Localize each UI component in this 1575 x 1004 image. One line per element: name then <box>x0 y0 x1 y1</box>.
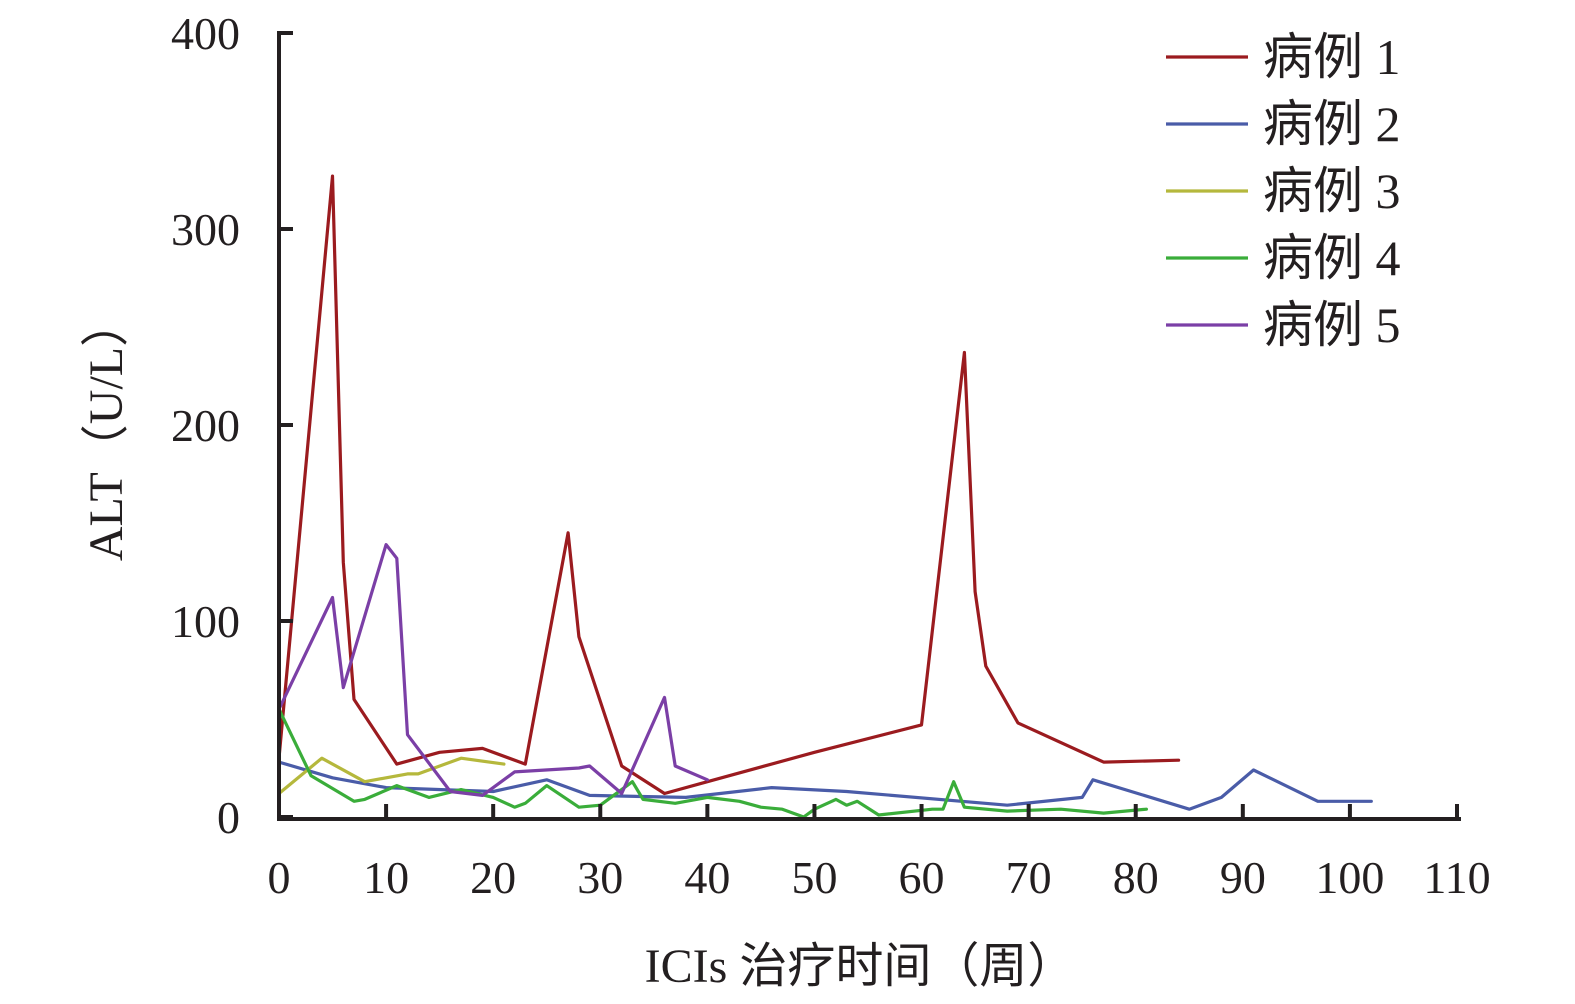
x-tick-label: 50 <box>791 852 837 903</box>
y-tick-label: 300 <box>171 204 240 255</box>
x-tick-label: 10 <box>363 852 409 903</box>
x-axis-title: ICIs 治疗时间（周） <box>645 940 1076 993</box>
x-ticks: 0 10 20 30 40 50 60 70 80 90 100 110 <box>268 804 1491 903</box>
legend-label-case-2: 病例 2 <box>1263 96 1401 152</box>
legend-label-case-3: 病例 3 <box>1263 163 1401 219</box>
x-tick-label: 60 <box>899 852 945 903</box>
x-tick-label: 0 <box>268 852 291 903</box>
x-tick-label: 70 <box>1006 852 1052 903</box>
x-tick-label: 110 <box>1423 852 1490 903</box>
series-line-case-3 <box>277 756 506 796</box>
series-line-case-2 <box>277 760 1373 811</box>
y-tick-label: 200 <box>171 400 240 451</box>
y-tick-label: 0 <box>217 792 240 843</box>
x-tick-label: 30 <box>577 852 623 903</box>
x-tick-label: 80 <box>1113 852 1159 903</box>
series-layer <box>277 174 1373 819</box>
x-tick-label: 40 <box>684 852 730 903</box>
legend-label-case-1: 病例 1 <box>1263 29 1401 85</box>
y-ticks: 0 100 200 300 400 <box>171 8 293 843</box>
y-tick-label: 400 <box>171 8 240 59</box>
legend: 病例 1 病例 2 病例 3 病例 4 病例 5 <box>1166 29 1401 353</box>
x-tick-label: 100 <box>1315 852 1384 903</box>
x-tick-label: 20 <box>470 852 516 903</box>
series-line-case-1 <box>277 174 1181 796</box>
legend-label-case-4: 病例 4 <box>1263 230 1401 286</box>
series-line-case-4 <box>277 707 1149 819</box>
x-tick-label: 90 <box>1220 852 1266 903</box>
series-line-case-5 <box>277 542 710 798</box>
y-axis-title: ALT（U/L） <box>80 299 133 561</box>
legend-label-case-5: 病例 5 <box>1263 297 1401 353</box>
y-tick-label: 100 <box>171 596 240 647</box>
